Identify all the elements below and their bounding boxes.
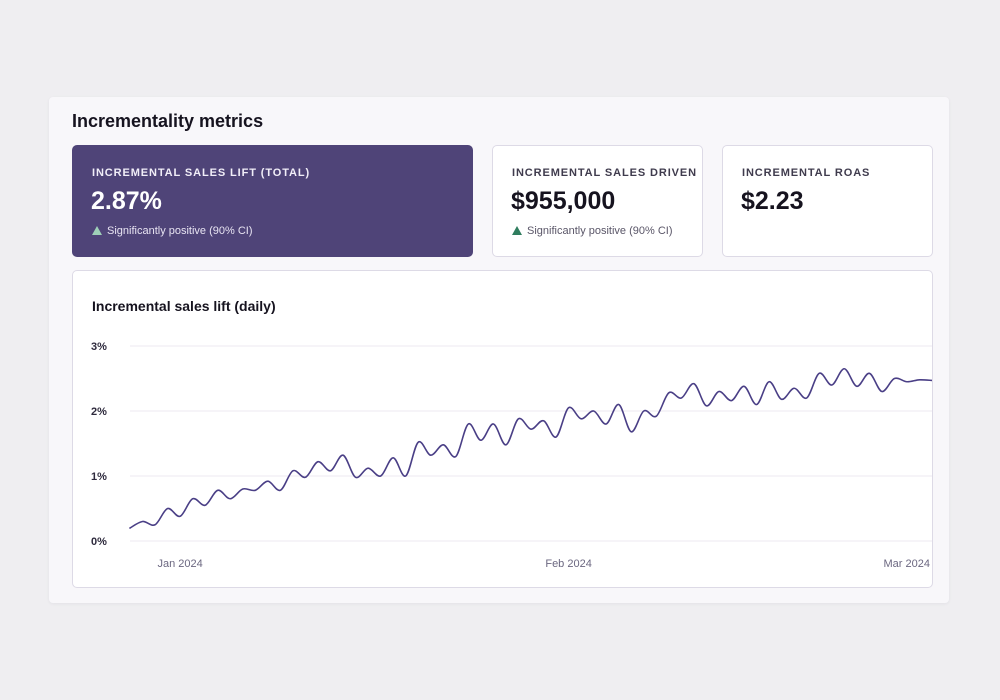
card-roas[interactable]: INCREMENTAL ROAS $2.23 [722,145,933,257]
chart-title: Incremental sales lift (daily) [92,298,276,314]
card-status: Significantly positive (90% CI) [512,225,673,237]
series-line [129,367,932,529]
card-value: $955,000 [511,187,616,215]
y-tick-label: 2% [91,406,107,418]
metrics-panel: Incrementality metrics INCREMENTAL SALES… [49,97,949,603]
card-sales-lift-total[interactable]: INCREMENTAL SALES LIFT (TOTAL) 2.87% Sig… [72,145,473,257]
card-value: 2.87% [91,187,162,215]
card-label: INCREMENTAL ROAS [742,167,871,179]
daily-lift-chart-card: Incremental sales lift (daily) 0% 1% 2% 3% J… [72,270,933,588]
x-tick-label: Jan 2024 [157,558,202,570]
card-value: $2.23 [741,187,804,215]
y-tick-label: 0% [91,536,107,548]
y-tick-label: 3% [91,341,107,353]
card-label: INCREMENTAL SALES DRIVEN [512,167,697,179]
status-text: Significantly positive (90% CI) [527,225,673,237]
card-label: INCREMENTAL SALES LIFT (TOTAL) [92,167,311,179]
panel-title: Incrementality metrics [72,111,264,131]
triangle-up-icon [92,226,102,235]
y-tick-label: 1% [91,471,107,483]
status-text: Significantly positive (90% CI) [107,225,253,237]
daily-lift-chart: 0% 1% 2% 3% Jan 2024 Feb 2024 Mar 2024 [91,341,932,570]
x-tick-label: Mar 2024 [884,558,930,570]
card-status: Significantly positive (90% CI) [92,225,253,237]
card-sales-driven[interactable]: INCREMENTAL SALES DRIVEN $955,000 Signif… [492,145,703,257]
x-tick-label: Feb 2024 [545,558,591,570]
triangle-up-icon [512,226,522,235]
